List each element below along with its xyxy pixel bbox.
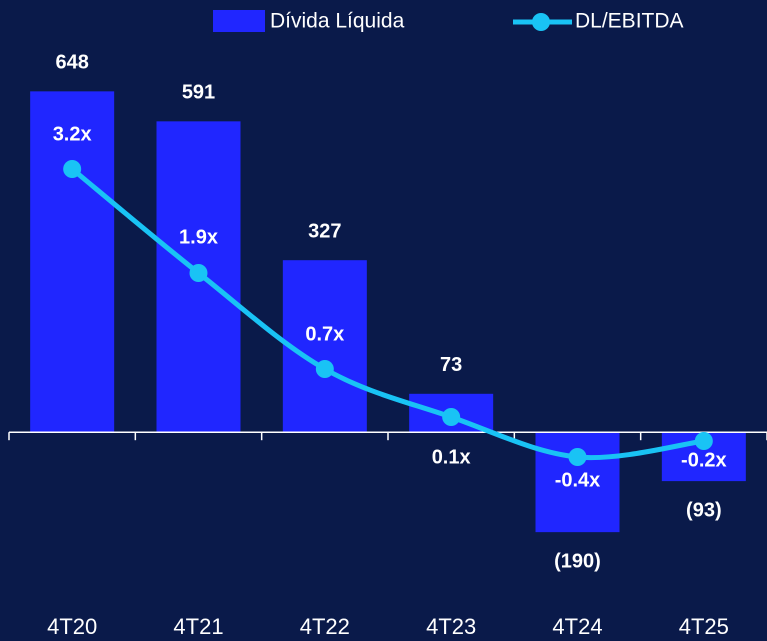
line-dot (63, 160, 82, 178)
legend-swatch (213, 10, 265, 32)
line-value-label: 1.9x (179, 226, 218, 248)
bar-value-label: (93) (686, 499, 722, 521)
line-dot (442, 408, 461, 426)
line-value-label: -0.2x (681, 449, 727, 471)
line-dot (189, 264, 208, 282)
line-value-label: 0.7x (305, 323, 344, 345)
line-value-label: -0.4x (555, 469, 601, 491)
bar-value-label: 591 (182, 82, 215, 104)
legend-dot (532, 13, 550, 31)
bar-value-label: (190) (554, 550, 601, 572)
bar-value-label: 327 (308, 220, 341, 242)
legend-label: DL/EBITDA (575, 10, 684, 33)
x-tick-label: 4T23 (426, 614, 476, 639)
x-tick-label: 4T24 (552, 614, 602, 639)
line-value-label: 3.2x (53, 123, 92, 145)
bar-value-label: 648 (55, 52, 88, 74)
x-tick-label: 4T21 (173, 614, 223, 639)
bar (282, 260, 367, 433)
x-tick-label: 4T22 (300, 614, 350, 639)
legend-label: Dívida Líquida (270, 10, 405, 33)
line-dot (315, 360, 334, 378)
x-tick-label: 4T25 (679, 614, 729, 639)
line (70, 167, 705, 461)
line-dot (568, 448, 587, 466)
line-value-label: 0.1x (432, 446, 471, 468)
bar (30, 91, 115, 433)
line-dot (694, 432, 713, 450)
x-tick-label: 4T20 (47, 614, 97, 639)
bar-value-label: 73 (440, 354, 462, 376)
